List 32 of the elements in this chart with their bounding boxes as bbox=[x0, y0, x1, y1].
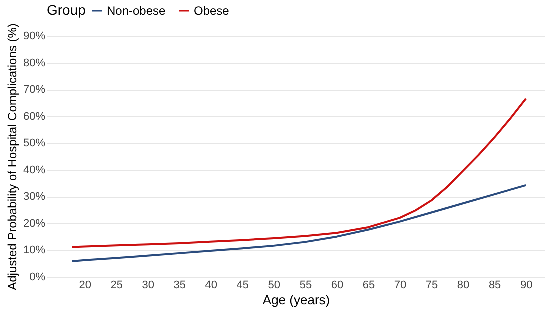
x-tick-label: 40 bbox=[205, 280, 218, 292]
x-axis-title: Age (years) bbox=[262, 292, 330, 308]
x-tick-label: 55 bbox=[300, 280, 312, 292]
x-tick-label: 20 bbox=[79, 280, 92, 292]
legend-label: Non-obese bbox=[107, 4, 166, 18]
y-tick-label: 70% bbox=[23, 84, 46, 96]
x-tick-label: 85 bbox=[488, 280, 502, 292]
line-series bbox=[71, 184, 528, 262]
x-tick-label: 75 bbox=[426, 280, 438, 292]
y-tick-label: 50% bbox=[23, 138, 46, 150]
x-tick-label: 80 bbox=[457, 280, 470, 292]
x-tick-label: 45 bbox=[236, 280, 250, 292]
y-tick-label: 40% bbox=[23, 164, 46, 176]
y-tick-label: 60% bbox=[23, 110, 46, 123]
x-tick-label: 65 bbox=[362, 280, 376, 292]
x-tick-label: 90 bbox=[520, 280, 533, 292]
legend-title: Group bbox=[47, 2, 86, 18]
y-tick-label: 80% bbox=[23, 57, 46, 70]
x-tick-label: 50 bbox=[268, 280, 281, 292]
x-tick-label: 70 bbox=[394, 280, 407, 292]
y-tick-label: 30% bbox=[23, 191, 46, 204]
x-tick-label: 60 bbox=[331, 280, 344, 292]
line-series bbox=[71, 98, 528, 248]
y-axis-title: Adjusted Probability of Hospital Complications (%) bbox=[5, 24, 20, 290]
y-tick-label: 10% bbox=[23, 244, 46, 257]
x-tick-label: 30 bbox=[142, 280, 154, 292]
y-tick-label: 0% bbox=[30, 272, 46, 284]
y-tick-label: 90% bbox=[23, 30, 46, 42]
x-tick-label: 25 bbox=[110, 280, 123, 292]
x-tick-label: 35 bbox=[174, 280, 186, 292]
legend-label: Obese bbox=[194, 4, 230, 18]
y-tick-label: 20% bbox=[23, 218, 46, 230]
